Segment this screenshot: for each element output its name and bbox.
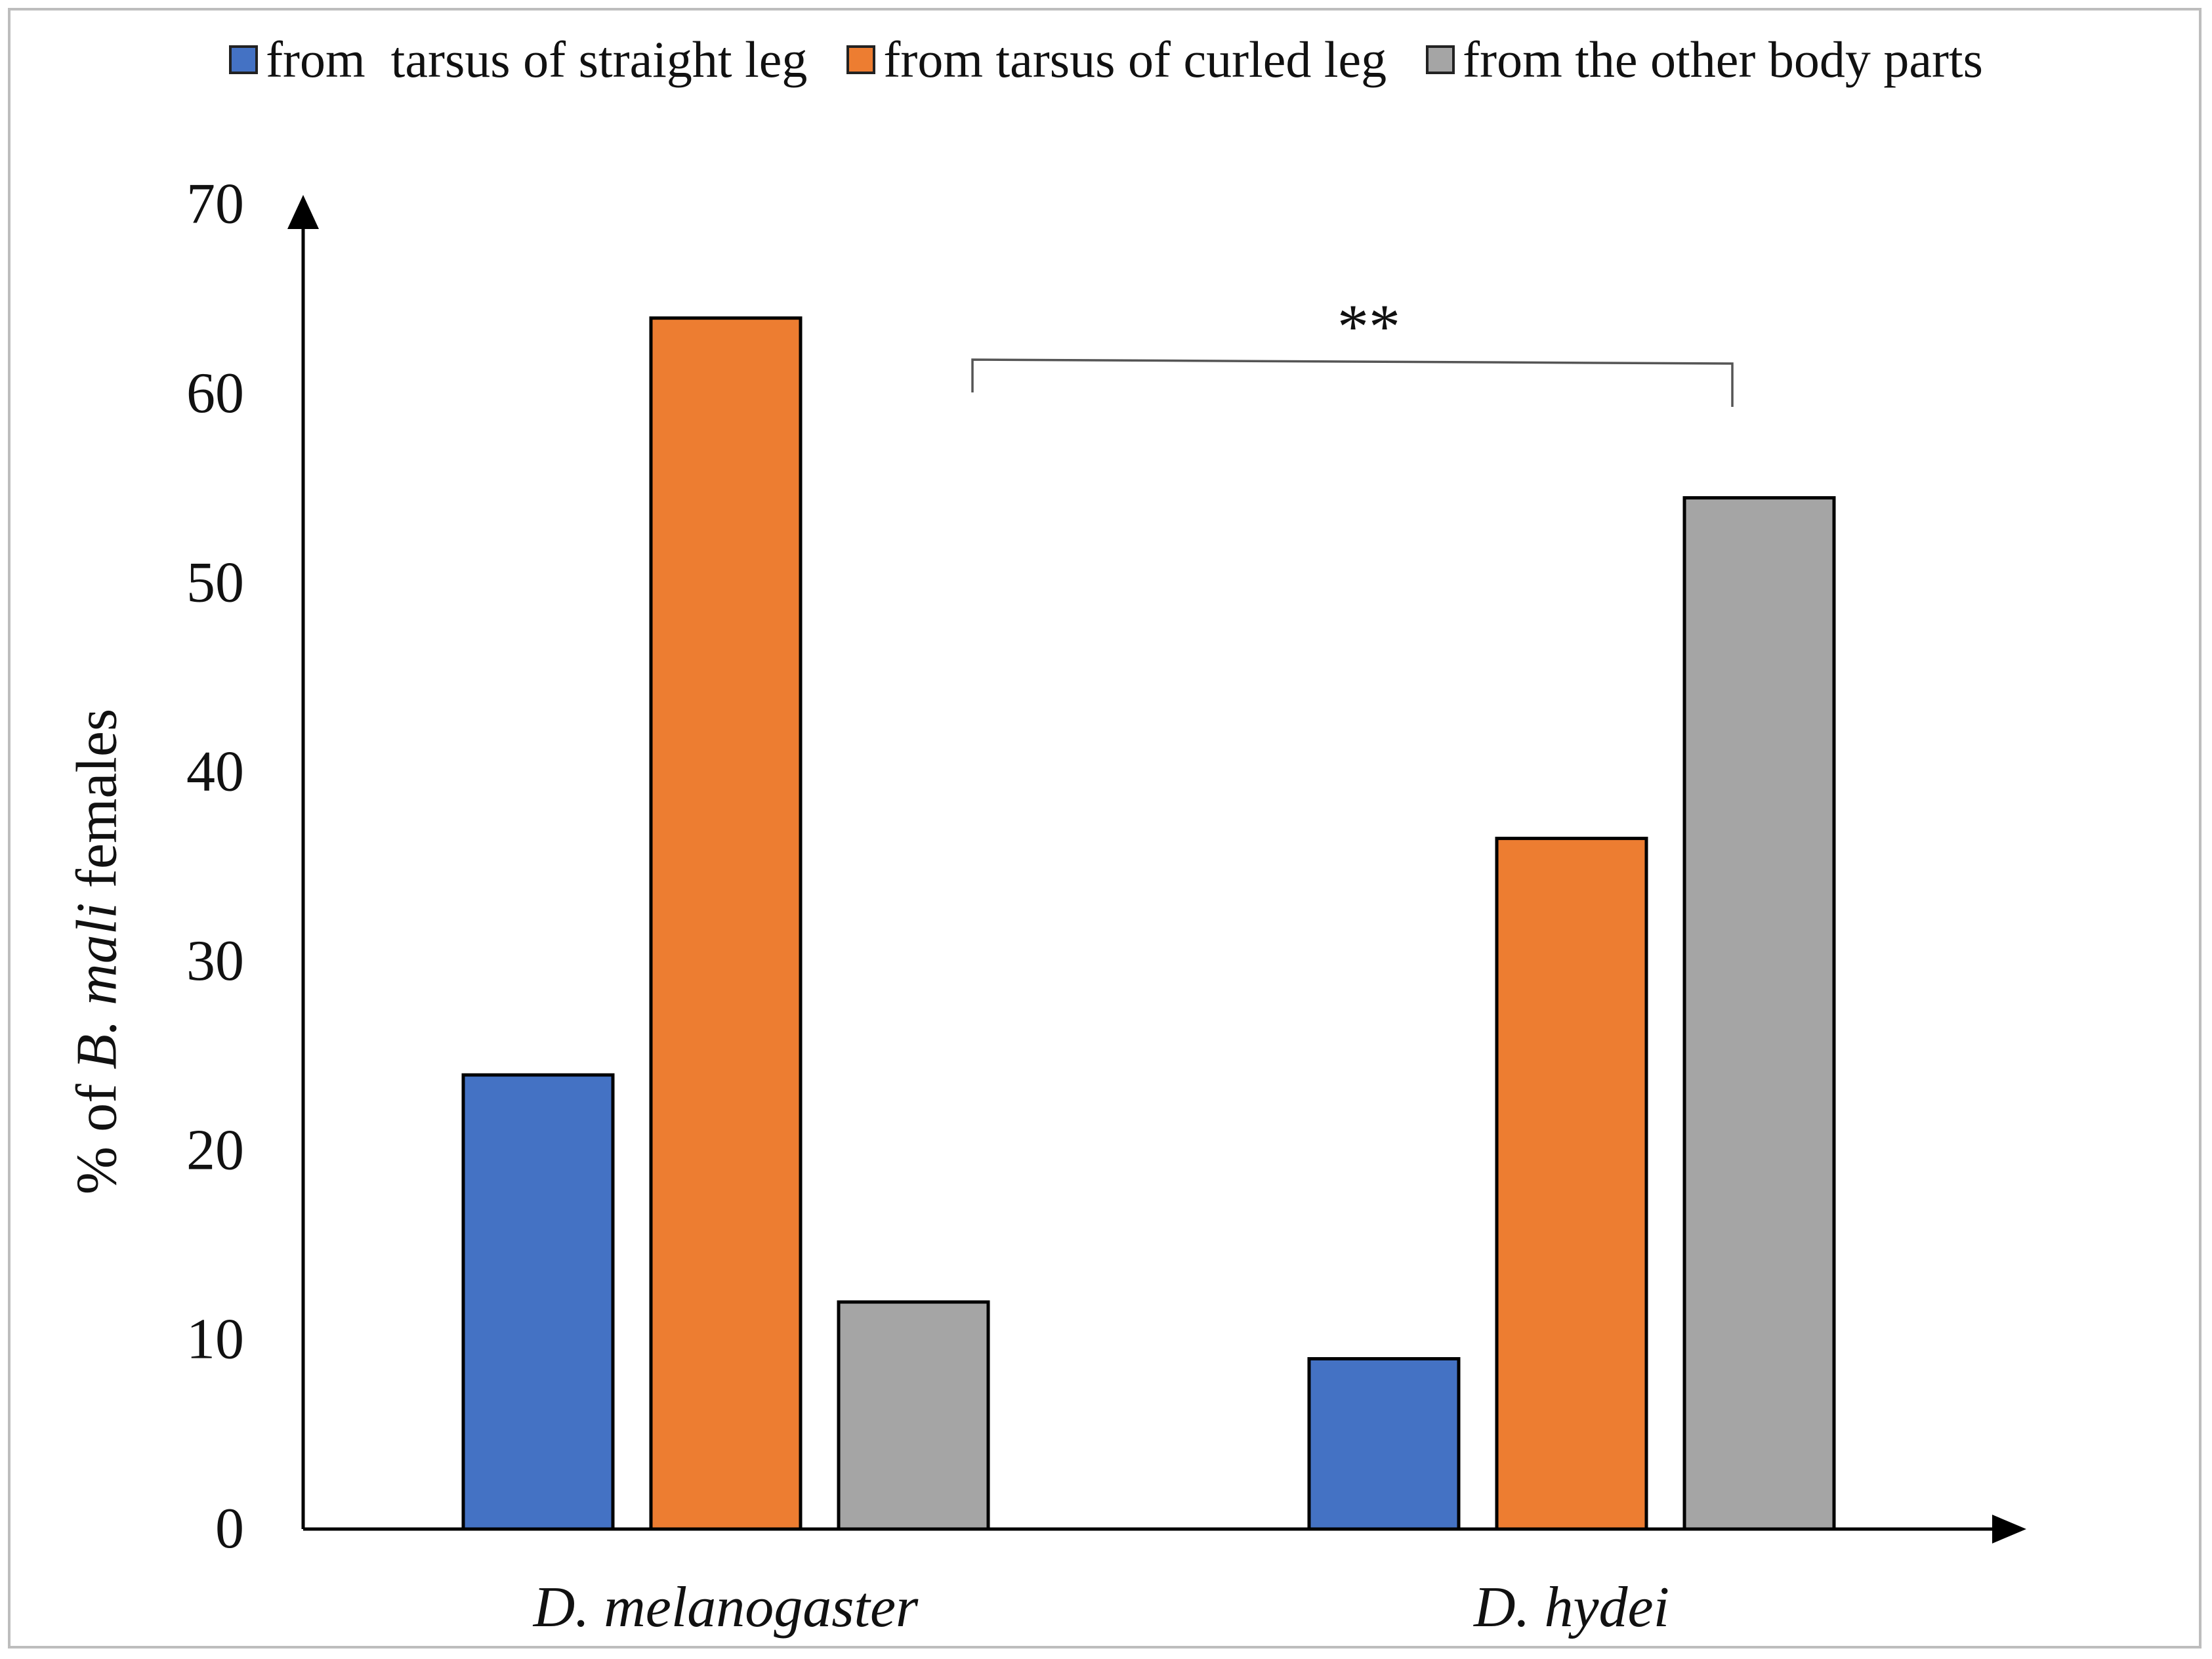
x-category-label: D. hydei (1473, 1576, 1669, 1639)
legend: from tarsus of straight leg from tarsus … (0, 30, 2212, 89)
y-tick-label: 0 (215, 1497, 244, 1561)
y-tick-label: 60 (186, 362, 244, 425)
bar-hydei-series-2 (1682, 496, 1836, 1531)
legend-swatch (1426, 45, 1455, 74)
y-axis-arrowhead (287, 195, 319, 229)
legend-swatch (229, 45, 259, 74)
legend-item-other-body-parts: from the other body parts (1426, 30, 1983, 89)
legend-label: from tarsus of straight leg (266, 31, 808, 88)
x-category-label: D. melanogaster (533, 1576, 919, 1639)
bar-hydei-series-1 (1495, 837, 1648, 1531)
chart-frame (8, 8, 2202, 1648)
legend-swatch (846, 45, 876, 74)
significance-label: ** (1337, 291, 1400, 362)
bar-melanogaster-series-0 (461, 1073, 615, 1531)
legend-label: from the other body parts (1463, 31, 1983, 88)
legend-label: from tarsus of curled leg (883, 31, 1387, 88)
y-tick-label: 20 (186, 1118, 244, 1182)
bar-melanogaster-series-1 (649, 316, 803, 1531)
y-tick-label: 50 (186, 551, 244, 614)
y-tick-label: 70 (186, 173, 244, 236)
y-tick-label: 30 (186, 929, 244, 993)
significance-bracket (971, 358, 1734, 407)
y-tick-label: 40 (186, 740, 244, 804)
legend-item-curled-leg: from tarsus of curled leg (846, 30, 1387, 89)
bar-melanogaster-series-2 (837, 1300, 990, 1531)
legend-item-straight-leg: from tarsus of straight leg (229, 30, 807, 89)
bar-hydei-series-0 (1307, 1357, 1461, 1531)
x-axis-arrowhead (1992, 1515, 2026, 1544)
y-tick-label: 10 (186, 1308, 244, 1372)
